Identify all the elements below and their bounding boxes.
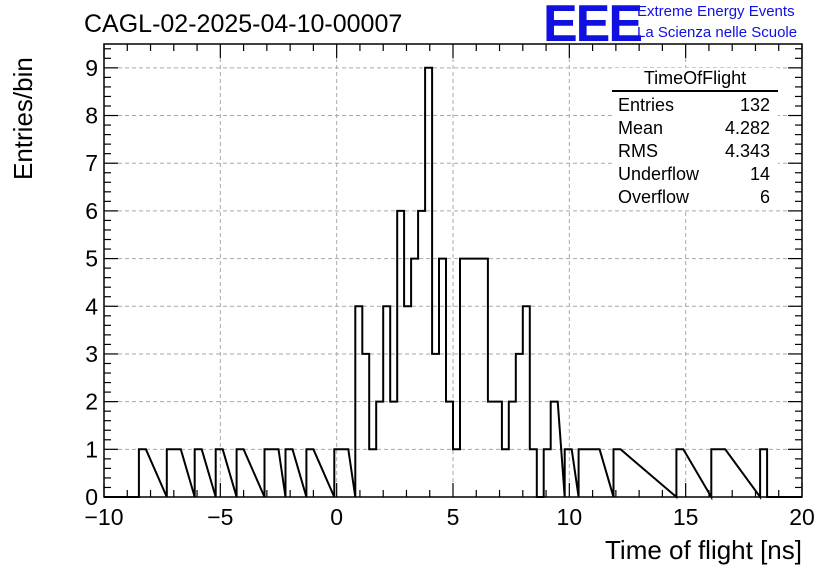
x-tick-label: −5 (207, 504, 233, 530)
y-tick-label: 1 (85, 436, 98, 462)
stats-value: 4.282 (724, 118, 770, 138)
stats-value: 14 (749, 164, 770, 184)
x-tick-label: 0 (330, 504, 343, 530)
y-tick-label: 8 (85, 103, 98, 129)
histogram-bin (369, 449, 376, 497)
histogram-bin (718, 449, 725, 497)
stats-label: Entries (618, 95, 675, 115)
histogram-bin (411, 259, 418, 497)
histogram-bin (237, 449, 244, 497)
stats-label: Overflow (618, 187, 690, 207)
stats-row-mean: Mean 4.282 (612, 117, 778, 140)
histogram-outline (104, 66, 802, 501)
histogram-bin (760, 449, 767, 497)
stats-label: Underflow (618, 164, 700, 184)
histogram-bin (174, 449, 181, 497)
x-tick-label: 5 (447, 504, 460, 530)
x-tick-label: 10 (557, 504, 583, 530)
stats-value: 132 (739, 95, 770, 115)
y-axis-label: Entries/bin (8, 57, 38, 180)
logo-line-1: Extreme Energy Events (637, 3, 795, 20)
axis-ticks: −10 −5 0 5 10 15 20 0 1 2 3 4 5 6 7 8 9 (84, 44, 815, 530)
eee-logo: EEE (543, 0, 643, 53)
histogram-bin (481, 259, 488, 497)
stats-row-entries: Entries 132 (612, 94, 778, 117)
histogram-bin (593, 449, 600, 497)
stats-label: Mean (618, 118, 664, 138)
histogram-bin (544, 449, 551, 497)
histogram-bin (467, 259, 474, 497)
y-tick-label: 0 (85, 484, 98, 510)
histogram-bin (285, 449, 292, 497)
plot-title: CAGL-02-2025-04-10-00007 (84, 10, 403, 38)
logo-line-2: La Scienza nelle Scuole (637, 24, 798, 41)
stats-box: TimeOfFlight Entries 132 Mean 4.282 RMS … (612, 68, 778, 209)
y-tick-label: 6 (85, 198, 98, 224)
histogram-bin (474, 259, 481, 497)
stats-row-underflow: Underflow 14 (612, 163, 778, 186)
stats-row-rms: RMS 4.343 (612, 140, 778, 163)
histogram-bin (516, 354, 523, 497)
histogram-bin (139, 449, 146, 497)
y-tick-label: 3 (85, 341, 98, 367)
x-tick-label: 15 (673, 504, 699, 530)
x-axis-label: Time of flight [ns] (605, 535, 802, 565)
histogram-bin (306, 449, 313, 497)
y-tick-label: 5 (85, 246, 98, 272)
histogram-bin (711, 449, 718, 497)
histogram-bin (614, 449, 621, 497)
histogram-bin (676, 449, 683, 497)
histogram-bin (586, 449, 593, 497)
x-tick-label: −10 (84, 504, 123, 530)
histogram-bin (167, 449, 174, 497)
stats-value: 6 (759, 187, 770, 207)
histogram-bin (439, 259, 446, 497)
x-tick-label: 20 (789, 504, 815, 530)
y-tick-label: 2 (85, 389, 98, 415)
histogram-bin (530, 449, 537, 497)
histogram-bin (453, 449, 460, 497)
histogram-bin (565, 449, 572, 497)
histogram-bin (265, 449, 272, 497)
histogram-bin (334, 449, 341, 497)
histogram-bin (341, 449, 348, 497)
histogram-bin (195, 449, 202, 497)
histogram-bin (216, 449, 223, 497)
histogram-bin (272, 449, 279, 497)
y-tick-label: 9 (85, 55, 98, 81)
y-tick-label: 7 (85, 150, 98, 176)
histogram-bin (362, 354, 369, 497)
y-tick-label: 4 (85, 293, 98, 319)
histogram-bin (460, 259, 467, 497)
stats-row-overflow: Overflow 6 (612, 186, 778, 209)
histogram-bin (502, 449, 509, 497)
stats-value: 4.343 (724, 141, 770, 161)
stats-label: RMS (618, 141, 658, 161)
histogram-bin (432, 354, 439, 497)
histogram-bin (579, 449, 586, 497)
histogram-bin (425, 68, 432, 497)
stats-title: TimeOfFlight (612, 68, 778, 92)
